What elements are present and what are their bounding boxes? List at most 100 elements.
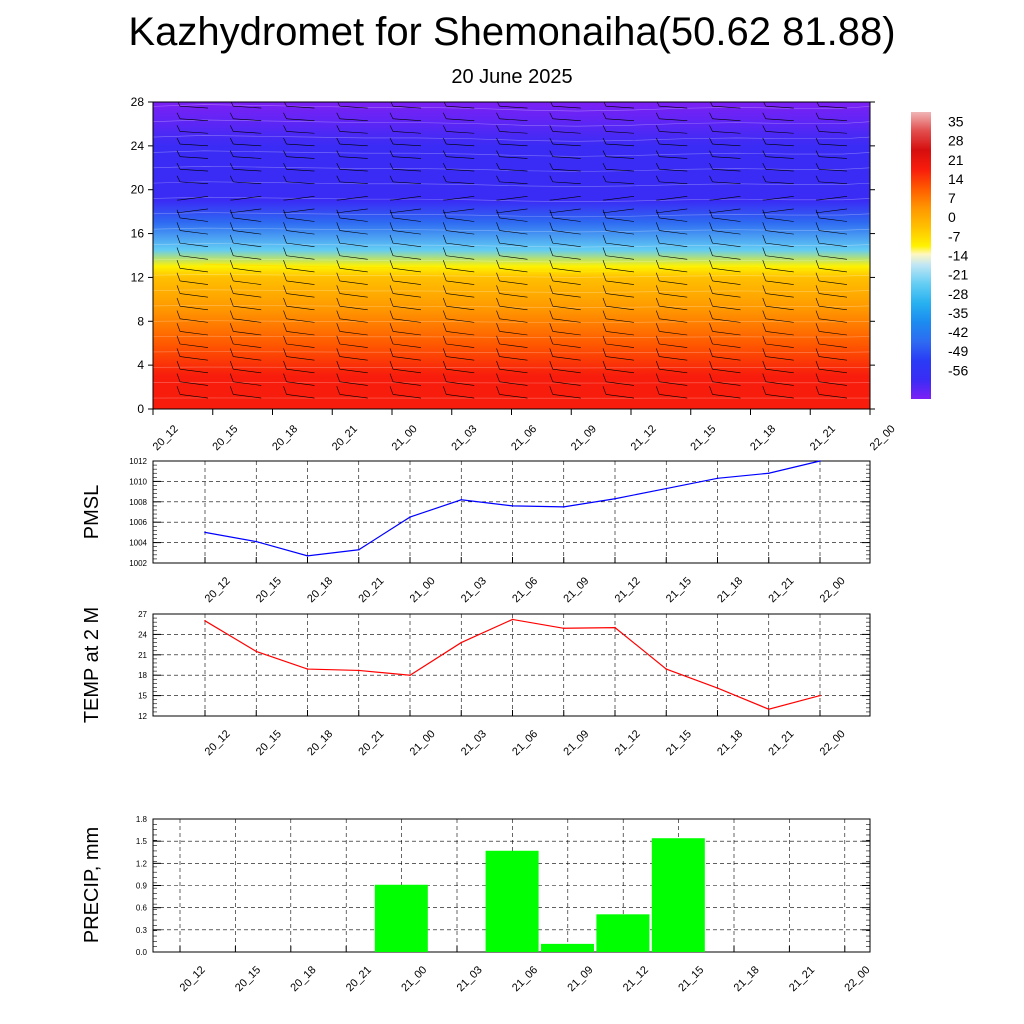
wind-barb: [709, 297, 741, 311]
wind-barb: [442, 310, 475, 323]
wind-barb: [549, 208, 581, 214]
x-tick-label: 21_18: [748, 423, 778, 453]
wind-barb: [336, 272, 368, 285]
wind-barb: [442, 386, 475, 399]
chart-title: Kazhydromet for Shemonaiha(50.62 81.88): [128, 10, 896, 54]
y-tick-label: 1.8: [136, 815, 148, 824]
wind-barb: [390, 102, 422, 109]
x-tick-label: 21_03: [449, 423, 479, 453]
wind-barb: [283, 209, 315, 222]
wind-barb: [176, 234, 209, 248]
temp-point: [255, 650, 258, 653]
wind-barb: [229, 285, 262, 298]
wind-barb: [176, 247, 209, 260]
wind-barb: [496, 348, 528, 361]
wind-barb: [815, 285, 848, 298]
wind-barb: [496, 260, 528, 273]
wind-barb: [336, 163, 368, 172]
wind-barb: [336, 310, 368, 323]
wind-barb: [762, 323, 794, 336]
wind-barb: [336, 195, 368, 201]
wind-barb: [655, 323, 688, 336]
pmsl-panel: 1002 1004 1006 1008 1010 1012 20_12 20_15 20_18 2…: [81, 457, 871, 605]
wind-barb: [602, 247, 635, 260]
x-tick-label: 20_12: [203, 575, 233, 605]
wind-barb: [229, 112, 262, 121]
pmsl-point: [562, 506, 565, 508]
wind-barb: [655, 386, 688, 399]
y-tick-label: 1.2: [136, 859, 148, 868]
x-tick-label: 21_12: [613, 728, 643, 758]
wind-barb: [762, 234, 794, 248]
heatmap-fill: [153, 102, 870, 409]
wind-barb: [709, 137, 741, 147]
wind-barb: [655, 234, 688, 248]
wind-barb: [336, 175, 368, 184]
wind-barb: [389, 260, 422, 273]
contour-line: [153, 135, 870, 142]
wind-barb: [442, 297, 475, 311]
wind-barb: [709, 195, 741, 201]
wind-barb: [336, 373, 368, 386]
wind-barb: [815, 260, 848, 273]
x-tick-label: 20_15: [233, 964, 263, 994]
x-tick-label: 21_06: [510, 728, 540, 758]
wind-barb: [709, 335, 741, 348]
wind-barb: [336, 208, 368, 214]
wind-barb: [229, 373, 262, 386]
y-tick-label: 27: [138, 610, 147, 619]
wind-barb: [496, 195, 528, 201]
x-tick-label: 21_15: [688, 423, 718, 453]
wind-barb: [283, 360, 315, 374]
wind-barb: [496, 209, 528, 222]
wind-barb: [283, 222, 315, 235]
wind-barb: [442, 222, 475, 235]
x-tick-label: 20_12: [203, 728, 233, 758]
wind-barb: [602, 175, 635, 184]
wind-barb: [229, 222, 262, 235]
wind-barb: [655, 112, 688, 121]
wind-barb: [336, 297, 368, 311]
wind-barb: [602, 297, 635, 311]
wind-barb: [442, 163, 475, 172]
wind-barb: [496, 386, 528, 399]
precip-bar: [596, 914, 650, 952]
wind-barb: [442, 125, 475, 134]
wind-barb: [496, 373, 528, 386]
pmsl-point: [614, 497, 616, 500]
wind-barb: [176, 209, 209, 222]
wind-barb: [762, 310, 794, 323]
wind-barb: [283, 260, 315, 273]
wind-barb: [655, 360, 688, 374]
wind-barb: [815, 137, 848, 147]
pmsl-point: [204, 531, 206, 534]
wind-barb: [229, 323, 262, 336]
wind-barb: [336, 360, 368, 374]
wind-barb: [549, 386, 581, 399]
wind-barb: [230, 102, 262, 109]
x-tick-label: 20_18: [305, 575, 335, 605]
contour-line: [153, 104, 870, 112]
plot-frame: [152, 613, 871, 717]
wind-barb: [655, 175, 688, 184]
y-tick-label: 1010: [129, 477, 147, 486]
wind-barb: [762, 150, 794, 159]
wind-barb: [549, 310, 581, 323]
wind-barb: [229, 137, 262, 147]
chart-subtitle: 20 June 2025: [451, 66, 573, 88]
wind-barb: [389, 137, 422, 147]
colorbar-label: 0: [948, 209, 956, 225]
wind-barb: [336, 386, 368, 399]
wind-barb: [709, 150, 741, 159]
pmsl-point: [511, 505, 514, 507]
temp-point: [357, 669, 360, 672]
wind-barb: [762, 272, 794, 285]
wind-barb: [709, 285, 741, 298]
wind-barb: [709, 386, 741, 399]
colorbar-label: -35: [948, 305, 968, 321]
wind-barb: [815, 386, 848, 399]
wind-barb: [709, 310, 741, 323]
wind-barb: [336, 247, 368, 260]
temp-point: [409, 674, 411, 676]
wind-barb: [815, 310, 848, 323]
